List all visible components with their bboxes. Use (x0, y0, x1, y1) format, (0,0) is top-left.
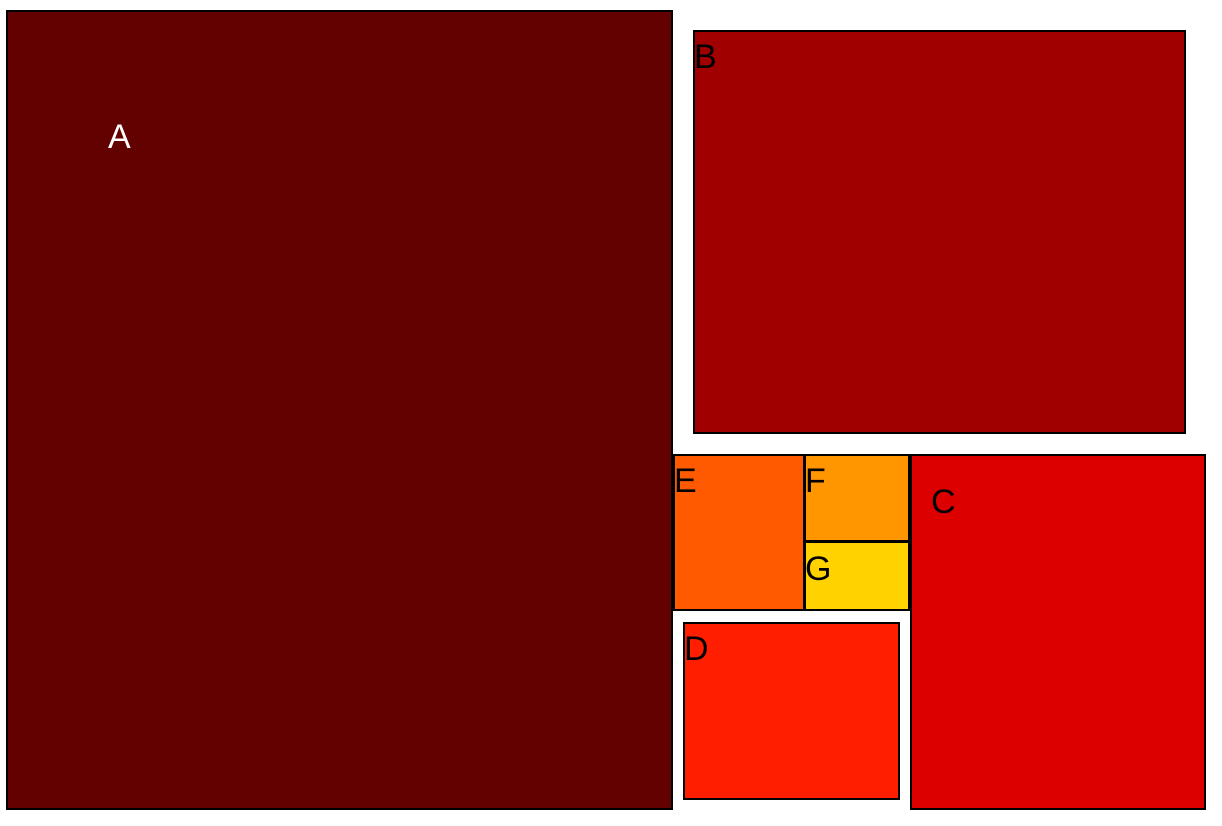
treemap-cell-c (910, 454, 1206, 810)
treemap-cell-a (6, 10, 673, 810)
treemap-label-b: B (694, 38, 717, 76)
treemap-cell-e (673, 454, 805, 611)
treemap-label-g: G (805, 550, 831, 588)
treemap-cell-f (804, 454, 910, 542)
treemap-labels: A B C D E F G (108, 38, 956, 668)
treemap-label-f: F (805, 462, 826, 500)
treemap-label-c: C (931, 483, 956, 521)
treemap-cell-d (683, 622, 900, 800)
treemap-label-d: D (684, 630, 709, 668)
treemap-label-a: A (108, 118, 131, 156)
treemap-cell-g (804, 541, 910, 611)
treemap-cells (6, 10, 1206, 810)
treemap-cell-b (693, 30, 1186, 434)
treemap-label-e: E (674, 462, 697, 500)
